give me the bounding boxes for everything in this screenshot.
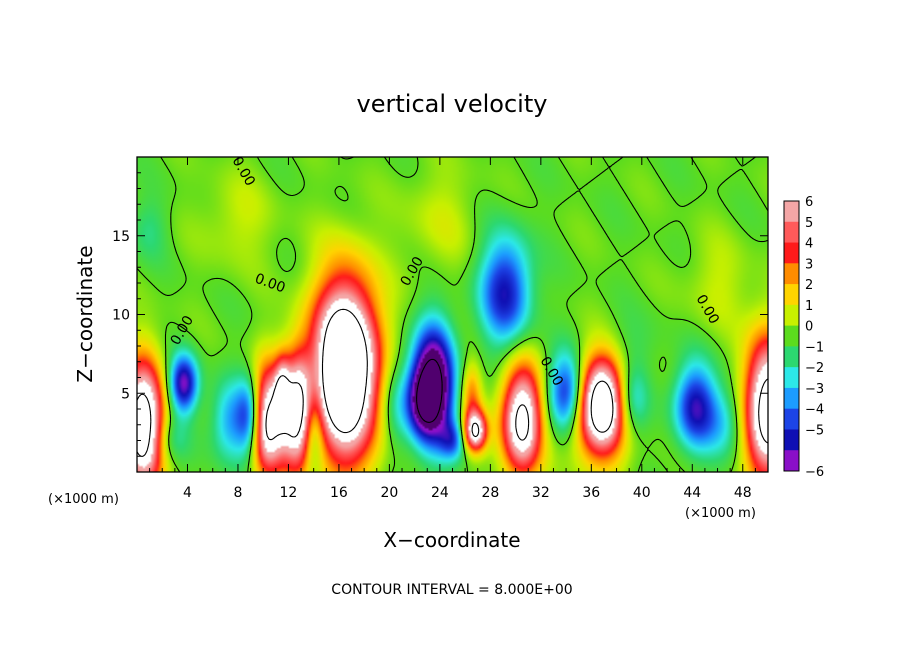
- colorbar-swatch: [784, 346, 799, 368]
- colorbar-label: 2: [805, 278, 813, 293]
- colorbar-swatch: [784, 408, 799, 430]
- colorbar-swatch: [784, 201, 799, 223]
- x-axis: 4 8 12 16 20 24 28 32 36 40 44 48: [149, 157, 756, 501]
- x-tick-label: 8: [233, 485, 242, 501]
- colorbar-label: −4: [805, 403, 824, 418]
- x-tick-label: 16: [330, 485, 348, 501]
- x-axis-unit-left: (×1000 m): [48, 492, 119, 507]
- x-tick-label: 36: [582, 485, 600, 501]
- x-tick-label: 32: [532, 485, 550, 501]
- x-tick-label: 24: [431, 485, 449, 501]
- colorbar-swatch: [784, 429, 799, 451]
- colorbar-label: −1: [805, 340, 824, 355]
- colorbar-swatch: [784, 242, 799, 264]
- x-tick-label: 4: [183, 485, 192, 501]
- colorbar: 6 5 4 3 2 1 0 −1 −2 −3 −4 −5 −6: [783, 195, 824, 480]
- colorbar-swatch: [784, 450, 799, 472]
- colorbar-label: −3: [805, 382, 824, 397]
- x-tick-label: 28: [481, 485, 499, 501]
- colorbar-swatch: [784, 221, 799, 243]
- colorbar-label: −5: [805, 423, 824, 438]
- y-axis-label: Z−coordinate: [73, 245, 97, 382]
- y-tick-label: 10: [112, 308, 130, 324]
- contour-interval-note: CONTOUR INTERVAL = 8.000E+00: [331, 582, 572, 598]
- x-tick-label: 44: [683, 485, 701, 501]
- x-axis-label: X−coordinate: [383, 528, 520, 552]
- colorbar-label: −6: [805, 465, 824, 480]
- colorbar-frame: [783, 200, 800, 472]
- plot-area: 0.00 0.00 0.00 0.00 0.00 0.00: [136, 154, 769, 473]
- colorbar-label: 4: [805, 237, 813, 252]
- x-tick-label: 20: [380, 485, 398, 501]
- colorbar-label: −2: [805, 361, 824, 376]
- y-tick-label: 5: [121, 386, 130, 402]
- x-axis-unit-right: (×1000 m): [685, 506, 756, 521]
- colorbar-label: 5: [805, 216, 813, 231]
- y-axis: 5 10 15: [112, 172, 768, 457]
- colorbar-swatch: [784, 304, 799, 327]
- contour-line: [137, 308, 768, 457]
- colorbar-swatch: [784, 325, 799, 347]
- x-tick-label: 40: [633, 485, 651, 501]
- colorbar-label: 1: [805, 299, 813, 314]
- colorbar-label: 6: [805, 195, 813, 210]
- colorbar-label: 3: [805, 257, 813, 272]
- x-tick-label: 48: [734, 485, 752, 501]
- velocity-field-image: [137, 157, 768, 472]
- colorbar-swatch: [784, 387, 799, 410]
- chart-title: vertical velocity: [357, 90, 548, 118]
- contour-lines: [137, 157, 768, 472]
- colorbar-swatch: [784, 367, 799, 389]
- colorbar-swatch: [784, 263, 799, 285]
- contour-line: [416, 358, 443, 423]
- y-tick-label: 15: [112, 229, 130, 245]
- colorbar-label: 0: [805, 320, 813, 335]
- x-tick-label: 12: [280, 485, 298, 501]
- colorbar-swatch: [784, 284, 799, 306]
